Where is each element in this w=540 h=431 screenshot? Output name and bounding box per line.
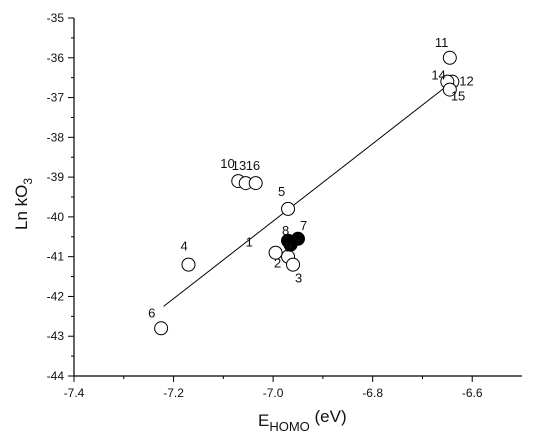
point-label: 1 <box>246 235 253 250</box>
point-label: 9 <box>285 240 292 255</box>
point-label: 7 <box>300 218 307 233</box>
y-tick-label: -37 <box>47 91 65 105</box>
x-axis-title-unit: (eV) <box>310 407 347 426</box>
y-axis: -44 -43 -42 -41 -40 -39 -38 -37 -36 -35 <box>47 11 74 383</box>
x-axis-title: EHOMO (eV) <box>258 407 347 431</box>
point-label: 12 <box>459 74 473 89</box>
point-label: 15 <box>451 89 465 104</box>
data-point-hollow <box>286 257 301 272</box>
data-point-hollow <box>442 82 457 97</box>
point-label: 10 <box>220 156 234 171</box>
x-axis: -7.4 -7.2 -7.0 -6.8 -6.6 <box>64 376 483 400</box>
point-label: 16 <box>246 158 260 173</box>
point-label: 5 <box>278 184 285 199</box>
x-tick-label: -7.2 <box>163 386 184 400</box>
y-tick-label: -43 <box>47 329 65 343</box>
point-label: 11 <box>435 35 449 50</box>
data-point-hollow <box>281 201 296 216</box>
y-tick-label: -41 <box>47 250 65 264</box>
y-tick-label: -36 <box>47 51 65 65</box>
y-tick-label: -35 <box>47 11 65 25</box>
point-label: 2 <box>274 256 281 271</box>
point-label: 4 <box>180 239 187 254</box>
y-axis-title: Ln kO3 <box>12 178 35 230</box>
x-tick-label: -7.0 <box>263 386 284 400</box>
y-axis-title-subscript: 3 <box>21 178 35 185</box>
data-point-filled <box>283 237 298 252</box>
data-points-layer <box>154 50 460 336</box>
y-tick-label: -40 <box>47 210 65 224</box>
regression-line-layer <box>163 85 448 307</box>
x-tick-label: -7.4 <box>64 386 85 400</box>
point-label: 13 <box>232 158 246 173</box>
y-axis-title-main: Ln kO <box>12 185 31 230</box>
data-point-hollow <box>154 321 169 336</box>
regression-line <box>163 85 448 307</box>
data-point-hollow <box>442 50 457 65</box>
y-tick-label: -38 <box>47 130 65 144</box>
x-axis-title-subscript: HOMO <box>269 419 309 431</box>
point-label: 3 <box>295 271 302 286</box>
data-point-hollow <box>268 245 283 260</box>
x-tick-label: -6.8 <box>362 386 383 400</box>
point-label: 8 <box>282 223 289 238</box>
point-label: 14 <box>431 68 445 83</box>
point-label: 6 <box>148 305 155 320</box>
y-tick-label: -39 <box>47 170 65 184</box>
x-tick-label: -6.6 <box>462 386 483 400</box>
y-tick-label: -42 <box>47 289 65 303</box>
x-axis-title-main: E <box>258 411 269 430</box>
data-point-hollow <box>248 176 263 191</box>
data-point-hollow <box>181 257 196 272</box>
y-tick-label: -44 <box>47 369 65 383</box>
